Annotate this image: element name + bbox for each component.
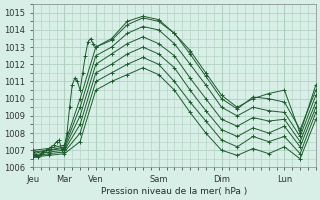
X-axis label: Pression niveau de la mer( hPa ): Pression niveau de la mer( hPa ) bbox=[101, 187, 247, 196]
